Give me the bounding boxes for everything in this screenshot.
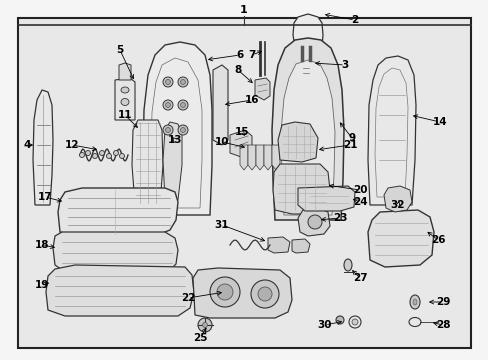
Ellipse shape: [165, 127, 170, 132]
Text: 19: 19: [35, 280, 49, 290]
Ellipse shape: [121, 87, 129, 93]
Polygon shape: [240, 145, 247, 170]
Ellipse shape: [92, 153, 97, 158]
Polygon shape: [367, 210, 433, 267]
Ellipse shape: [165, 80, 170, 85]
Polygon shape: [53, 232, 178, 272]
Polygon shape: [58, 188, 178, 236]
Text: 25: 25: [192, 333, 207, 343]
Text: 17: 17: [38, 192, 52, 202]
Ellipse shape: [412, 299, 416, 305]
Ellipse shape: [178, 125, 187, 135]
Text: 6: 6: [236, 50, 243, 60]
Text: 3: 3: [341, 60, 348, 70]
Ellipse shape: [258, 287, 271, 301]
Polygon shape: [297, 61, 313, 76]
Polygon shape: [142, 42, 212, 215]
Text: 31: 31: [214, 220, 229, 230]
Ellipse shape: [250, 280, 279, 308]
Ellipse shape: [409, 295, 419, 309]
Ellipse shape: [198, 318, 212, 332]
Ellipse shape: [165, 103, 170, 108]
Text: 10: 10: [214, 137, 229, 147]
Polygon shape: [291, 239, 309, 253]
Polygon shape: [213, 65, 227, 145]
Ellipse shape: [119, 153, 124, 158]
Ellipse shape: [335, 316, 343, 324]
Text: 5: 5: [116, 45, 123, 55]
Polygon shape: [264, 145, 271, 170]
Polygon shape: [281, 60, 334, 215]
Polygon shape: [132, 120, 163, 205]
Text: 24: 24: [352, 197, 366, 207]
Ellipse shape: [178, 77, 187, 87]
Text: 2: 2: [351, 15, 358, 25]
Text: 27: 27: [352, 273, 366, 283]
Text: 12: 12: [64, 140, 79, 150]
Text: 9: 9: [348, 133, 355, 143]
Polygon shape: [272, 164, 329, 214]
Text: 15: 15: [234, 127, 249, 137]
Polygon shape: [278, 122, 317, 162]
Text: 30: 30: [317, 320, 331, 330]
Ellipse shape: [80, 153, 84, 158]
Ellipse shape: [178, 100, 187, 110]
Text: 29: 29: [435, 297, 449, 307]
Polygon shape: [193, 268, 291, 318]
Text: 18: 18: [35, 240, 49, 250]
Polygon shape: [229, 130, 251, 158]
Polygon shape: [256, 145, 264, 170]
Ellipse shape: [85, 150, 90, 156]
Text: 8: 8: [234, 65, 241, 75]
Text: 28: 28: [435, 320, 449, 330]
Polygon shape: [163, 122, 182, 200]
Text: 14: 14: [432, 117, 447, 127]
Ellipse shape: [307, 215, 321, 229]
Polygon shape: [271, 145, 280, 170]
Ellipse shape: [180, 103, 185, 108]
Text: 1: 1: [240, 5, 247, 15]
Text: 7: 7: [248, 50, 255, 60]
Ellipse shape: [217, 284, 232, 300]
Ellipse shape: [163, 125, 173, 135]
Ellipse shape: [121, 99, 129, 105]
Polygon shape: [33, 90, 53, 205]
Ellipse shape: [343, 259, 351, 271]
Ellipse shape: [99, 150, 104, 156]
Polygon shape: [247, 145, 256, 170]
FancyBboxPatch shape: [18, 18, 470, 348]
Text: 20: 20: [352, 185, 366, 195]
Ellipse shape: [113, 150, 118, 156]
Ellipse shape: [163, 77, 173, 87]
Text: 21: 21: [342, 140, 357, 150]
Polygon shape: [254, 78, 269, 100]
Polygon shape: [297, 208, 329, 236]
Polygon shape: [383, 186, 411, 212]
Text: 32: 32: [390, 200, 405, 210]
Polygon shape: [119, 63, 131, 80]
Ellipse shape: [106, 153, 111, 158]
Text: 16: 16: [244, 95, 259, 105]
Ellipse shape: [351, 319, 357, 325]
Ellipse shape: [180, 127, 185, 132]
Polygon shape: [271, 38, 343, 220]
Text: 11: 11: [118, 110, 132, 120]
Text: 22: 22: [181, 293, 195, 303]
Ellipse shape: [202, 323, 207, 328]
Polygon shape: [267, 237, 289, 253]
Ellipse shape: [163, 100, 173, 110]
Polygon shape: [297, 186, 354, 211]
Ellipse shape: [180, 80, 185, 85]
Text: 23: 23: [332, 213, 346, 223]
Text: 4: 4: [23, 140, 31, 150]
Polygon shape: [115, 78, 135, 120]
Polygon shape: [367, 56, 415, 205]
Text: 13: 13: [167, 135, 182, 145]
Polygon shape: [292, 14, 323, 47]
Polygon shape: [46, 265, 194, 316]
Text: 26: 26: [430, 235, 445, 245]
Ellipse shape: [209, 277, 240, 307]
